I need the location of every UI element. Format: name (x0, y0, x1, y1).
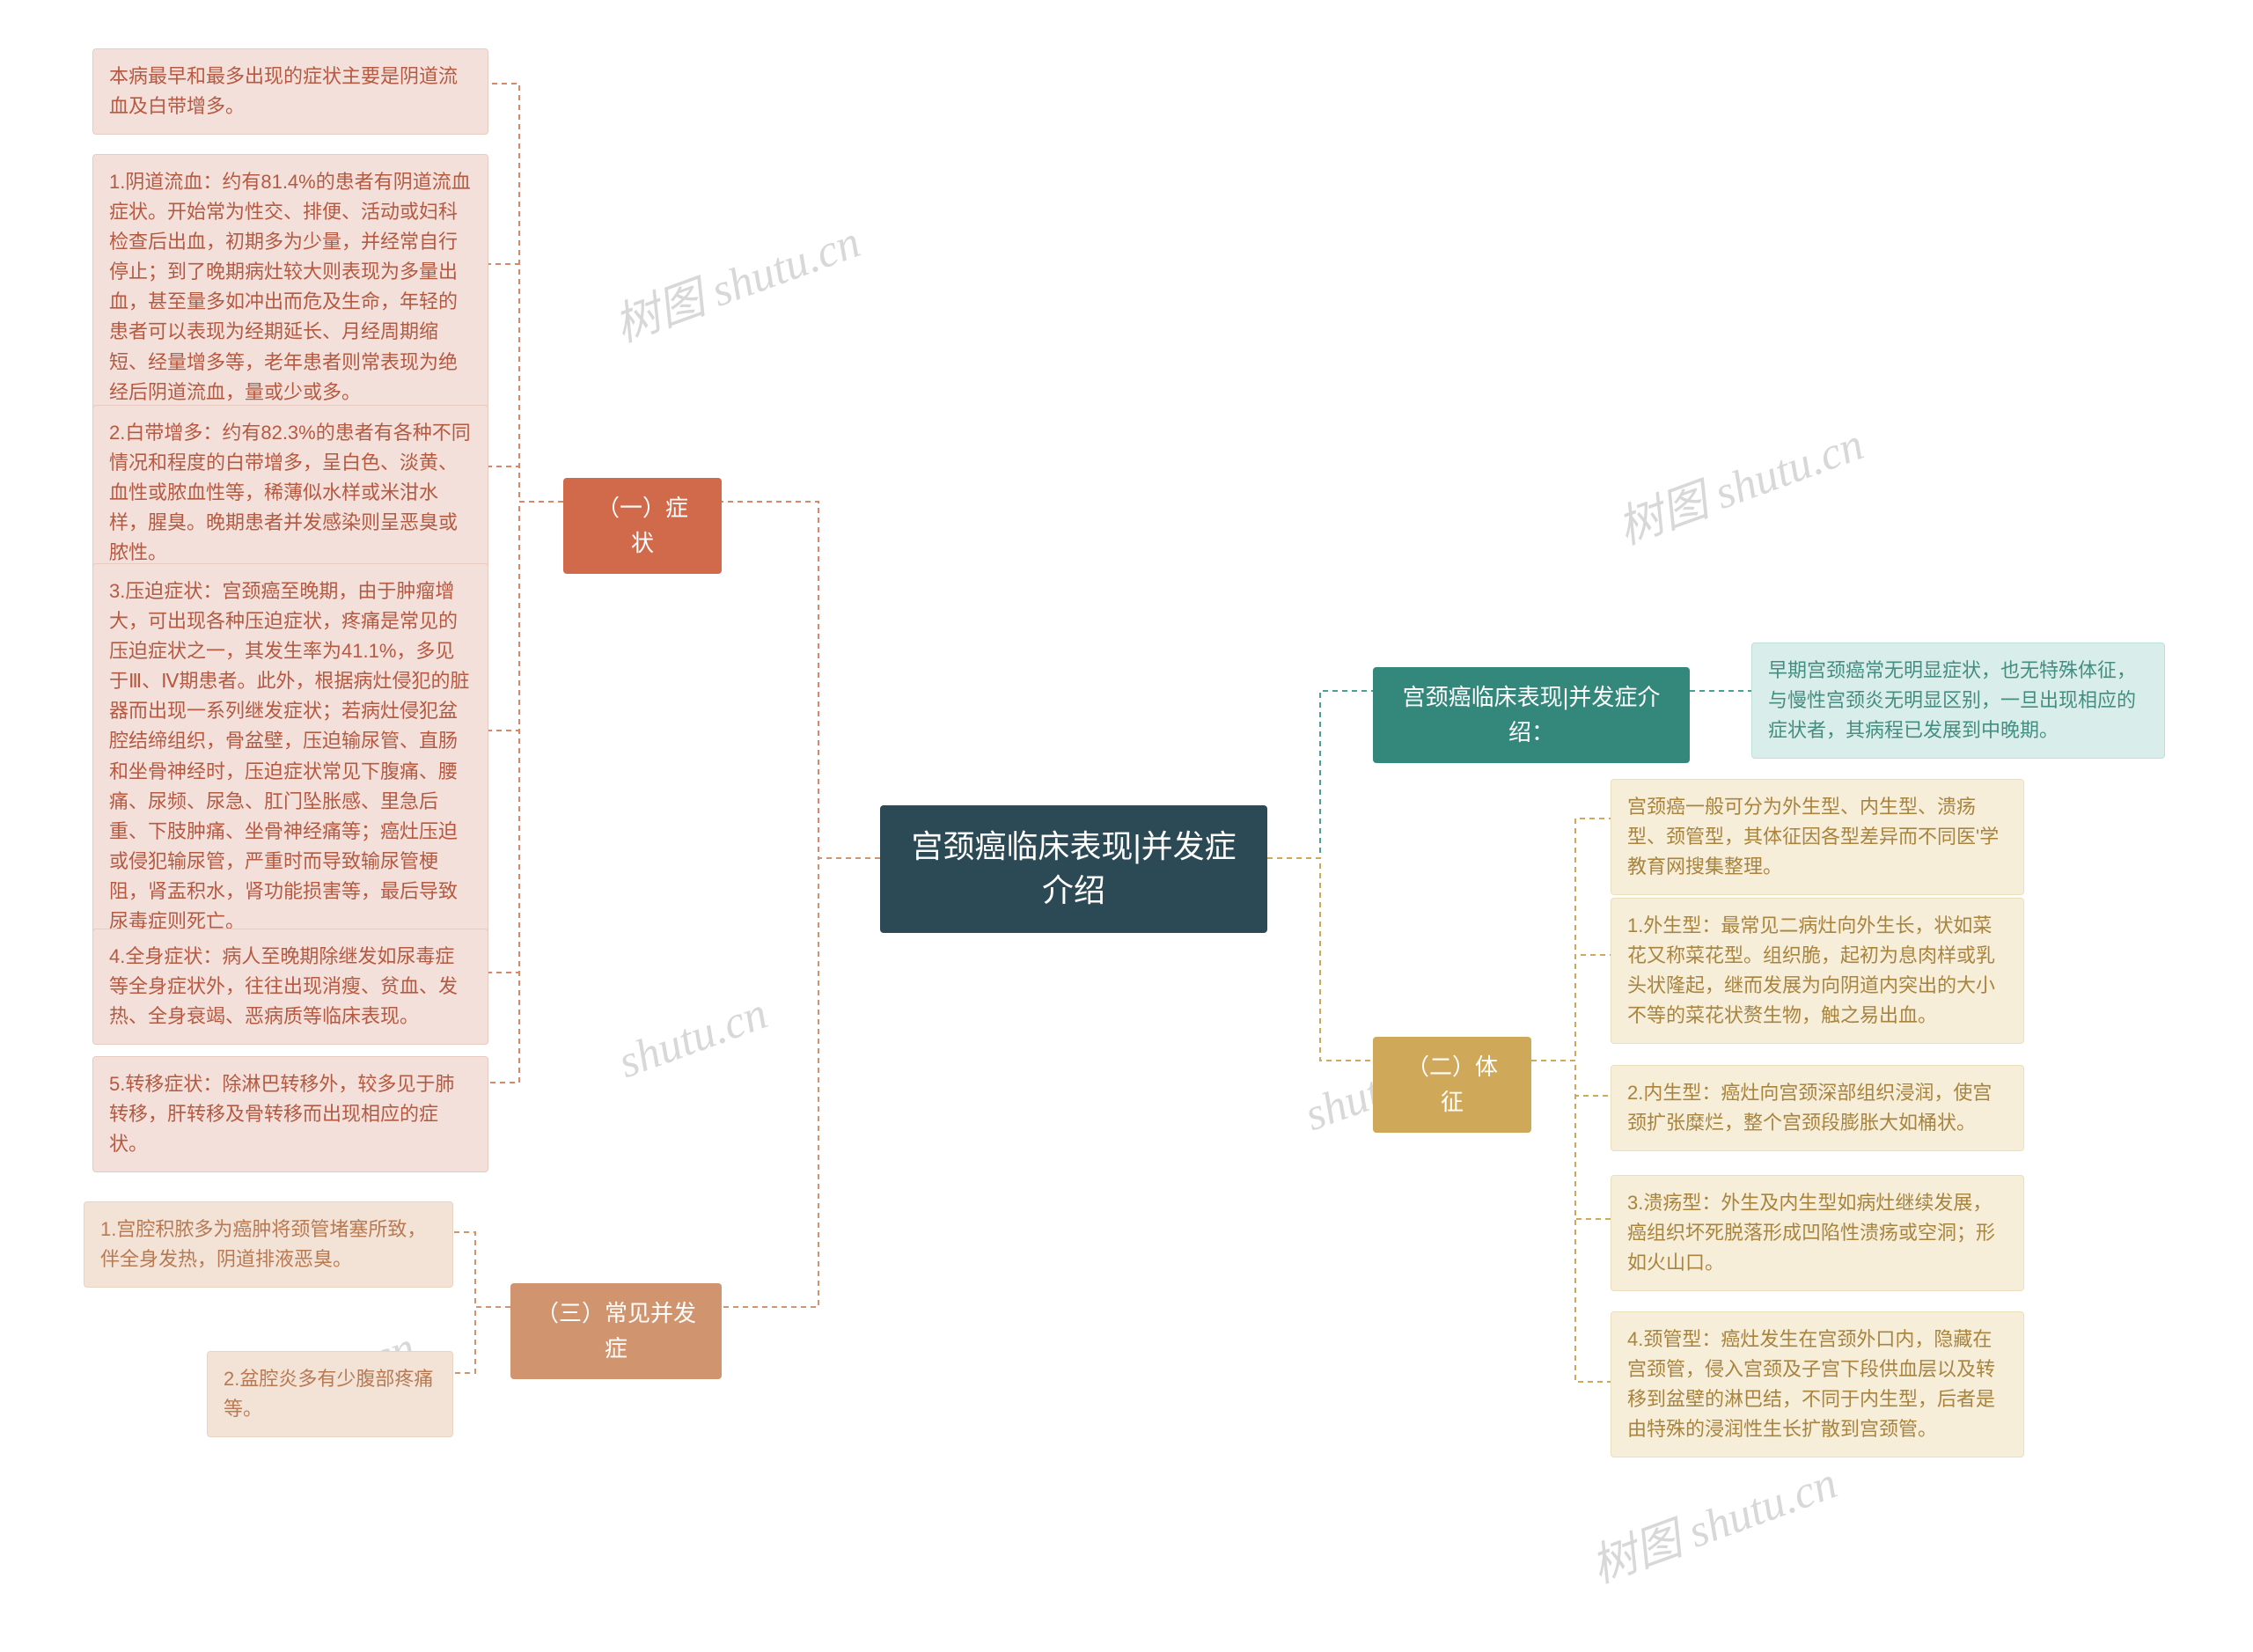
branch-complications[interactable]: （三）常见并发症 (510, 1283, 722, 1379)
leaf-c1[interactable]: 1.外生型：最常见二病灶向外生长，状如菜花又称菜花型。组织脆，起初为息肉样或乳头… (1611, 898, 2024, 1044)
branch-intro[interactable]: 宫颈癌临床表现|并发症介绍： (1373, 667, 1690, 763)
branch-symptoms[interactable]: （一）症状 (563, 478, 722, 574)
leaf-d1[interactable]: 2.盆腔炎多有少腹部疼痛等。 (207, 1351, 453, 1437)
leaf-a0[interactable]: 本病最早和最多出现的症状主要是阴道流血及白带增多。 (92, 48, 488, 135)
leaf-a4[interactable]: 4.全身症状：病人至晚期除继发如尿毒症等全身症状外，往往出现消瘦、贫血、发热、全… (92, 929, 488, 1045)
leaf-a2[interactable]: 2.白带增多：约有82.3%的患者有各种不同情况和程度的白带增多，呈白色、淡黄、… (92, 405, 488, 581)
root-node[interactable]: 宫颈癌临床表现|并发症介绍 (880, 805, 1267, 933)
leaf-c3[interactable]: 3.溃疡型：外生及内生型如病灶继续发展，癌组织坏死脱落形成凹陷性溃疡或空洞；形如… (1611, 1175, 2024, 1291)
watermark: 树图 shutu.cn (604, 204, 868, 354)
leaf-d0[interactable]: 1.宫腔积脓多为癌肿将颈管堵塞所致，伴全身发热，阴道排液恶臭。 (84, 1201, 453, 1288)
leaf-c0[interactable]: 宫颈癌一般可分为外生型、内生型、溃疡型、颈管型，其体征因各型差异而不同医'学教育… (1611, 779, 2024, 895)
leaf-c4[interactable]: 4.颈管型：癌灶发生在宫颈外口内，隐藏在宫颈管，侵入宫颈及子宫下段供血层以及转移… (1611, 1311, 2024, 1457)
watermark: 树图 shutu.cn (1607, 407, 1871, 556)
leaf-c2[interactable]: 2.内生型：癌灶向宫颈深部组织浸润，使宫颈扩张糜烂，整个宫颈段膨胀大如桶状。 (1611, 1065, 2024, 1151)
leaf-a5[interactable]: 5.转移症状：除淋巴转移外，较多见于肺转移，肝转移及骨转移而出现相应的症状。 (92, 1056, 488, 1172)
watermark: 树图 shutu.cn (1581, 1445, 1845, 1595)
leaf-a1[interactable]: 1.阴道流血：约有81.4%的患者有阴道流血症状。开始常为性交、排便、活动或妇科… (92, 154, 488, 421)
leaf-b0[interactable]: 早期宫颈癌常无明显症状，也无特殊体征，与慢性宫颈炎无明显区别，一旦出现相应的症状… (1751, 642, 2165, 759)
leaf-a3[interactable]: 3.压迫症状：宫颈癌至晚期，由于肿瘤增大，可出现各种压迫症状，疼痛是常见的压迫症… (92, 563, 488, 950)
watermark: shutu.cn (612, 988, 774, 1089)
branch-signs[interactable]: （二）体征 (1373, 1037, 1531, 1133)
mindmap-canvas: shutu.cn 树图 shutu.cn shutu.cn 树图 shutu.c… (0, 0, 2253, 1652)
